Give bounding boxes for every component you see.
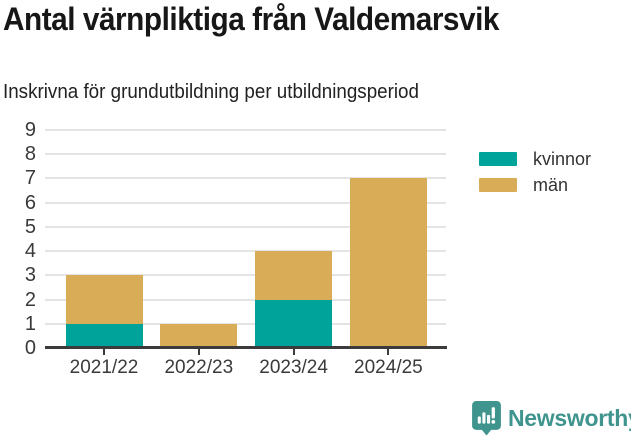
gridline: [45, 322, 446, 325]
newsworthy-logo-icon: [472, 401, 501, 436]
gridline: [45, 274, 446, 277]
y-tick-label: 4: [24, 240, 36, 263]
y-tick-label: 6: [24, 191, 36, 214]
x-axis-labels: 2021/22 2022/23 2023/24 2024/25: [45, 357, 446, 381]
gridline: [45, 153, 446, 156]
brand-name: Newsworthy: [508, 405, 631, 431]
chart-title: Antal värnpliktiga från Valdemarsvik: [3, 1, 499, 37]
legend: kvinnor män: [479, 146, 591, 198]
x-tick: [292, 349, 295, 355]
legend-label-man: män: [533, 174, 569, 195]
y-tick-label: 8: [24, 143, 36, 166]
x-axis-line: [45, 346, 447, 349]
x-tick: [103, 349, 105, 355]
bar-segment-kvinnor-2021/22: [65, 323, 143, 348]
y-tick-label: 5: [24, 215, 36, 238]
y-tick-label: 1: [24, 312, 36, 335]
bar-segment-män-2021/22: [65, 275, 143, 324]
legend-label-kvinnor: kvinnor: [533, 148, 592, 169]
gridline: [45, 250, 446, 253]
bar-segment-män-2023/24: [255, 251, 333, 300]
legend-swatch-man: [479, 178, 517, 192]
gridline: [45, 201, 446, 204]
bar-segment-män-2024/25: [349, 178, 427, 348]
x-tick-label: 2021/22: [69, 357, 139, 378]
x-axis-ticks: [45, 349, 446, 356]
bar-segment-män-2022/23: [160, 323, 238, 348]
plot-area: [45, 129, 446, 348]
gridline: [45, 129, 446, 131]
brand-footer: Newsworthy: [472, 401, 631, 436]
y-tick-label: 2: [24, 288, 36, 311]
x-tick: [197, 349, 200, 355]
x-tick-label: 2022/23: [164, 357, 234, 378]
y-tick-label: 7: [24, 167, 36, 190]
gridline: [45, 225, 446, 228]
y-tick-label: 9: [24, 119, 36, 141]
y-tick-label: 0: [24, 337, 36, 359]
bar-segment-kvinnor-2023/24: [255, 299, 333, 348]
legend-item-man: män: [479, 172, 591, 198]
x-tick: [387, 349, 390, 355]
legend-item-kvinnor: kvinnor: [479, 146, 591, 172]
x-tick-label: 2023/24: [259, 357, 328, 378]
gridline: [45, 177, 446, 180]
gridline: [45, 298, 446, 301]
chart-subtitle: Inskrivna för grundutbildning per utbild…: [3, 81, 419, 103]
x-tick-label: 2024/25: [354, 357, 423, 378]
y-tick-label: 3: [24, 264, 36, 287]
legend-swatch-kvinnor: [479, 152, 517, 166]
